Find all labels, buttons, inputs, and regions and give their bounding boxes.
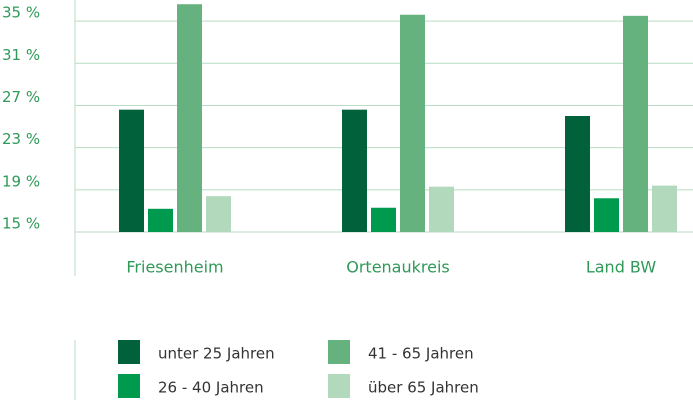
legend-swatch bbox=[118, 340, 140, 364]
bar bbox=[342, 109, 367, 232]
bar bbox=[594, 198, 619, 232]
y-tick-label: 19 % bbox=[2, 172, 40, 190]
y-tick-label: 15 % bbox=[2, 215, 40, 233]
bar bbox=[177, 4, 202, 232]
legend-swatch bbox=[328, 374, 350, 398]
legend-swatch bbox=[118, 374, 140, 398]
x-tick-label: Ortenaukreis bbox=[346, 258, 450, 277]
bar bbox=[652, 185, 677, 232]
legend-label: 41 - 65 Jahren bbox=[368, 345, 474, 363]
bar bbox=[565, 116, 590, 232]
bar bbox=[148, 208, 173, 232]
legend-label: über 65 Jahren bbox=[368, 379, 479, 397]
legend-label: 26 - 40 Jahren bbox=[158, 379, 264, 397]
x-tick-label: Land BW bbox=[586, 258, 657, 277]
bar bbox=[400, 14, 425, 232]
y-tick-label: 31 % bbox=[2, 46, 40, 64]
bar bbox=[119, 109, 144, 232]
y-tick-label: 27 % bbox=[2, 88, 40, 106]
x-tick-label: Friesenheim bbox=[126, 258, 223, 277]
bar bbox=[429, 186, 454, 232]
bar bbox=[206, 196, 231, 232]
legend-label: unter 25 Jahren bbox=[158, 345, 275, 363]
bar bbox=[371, 207, 396, 232]
y-tick-label: 23 % bbox=[2, 130, 40, 148]
legend-swatch bbox=[328, 340, 350, 364]
y-tick-label: 35 % bbox=[2, 4, 40, 22]
bar bbox=[623, 15, 648, 233]
